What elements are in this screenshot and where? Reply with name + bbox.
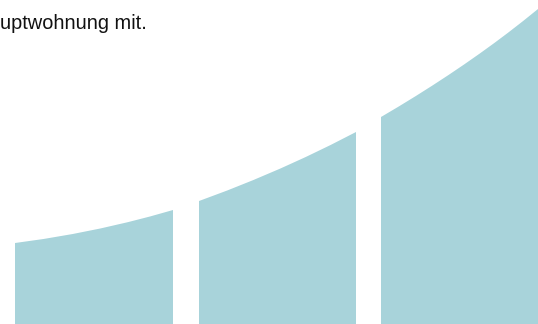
growth-bar-2	[199, 132, 356, 324]
growth-bar-1	[15, 210, 173, 324]
growth-bar-3	[381, 9, 538, 324]
partial-text-line: uptwohnung mit.	[0, 12, 147, 34]
